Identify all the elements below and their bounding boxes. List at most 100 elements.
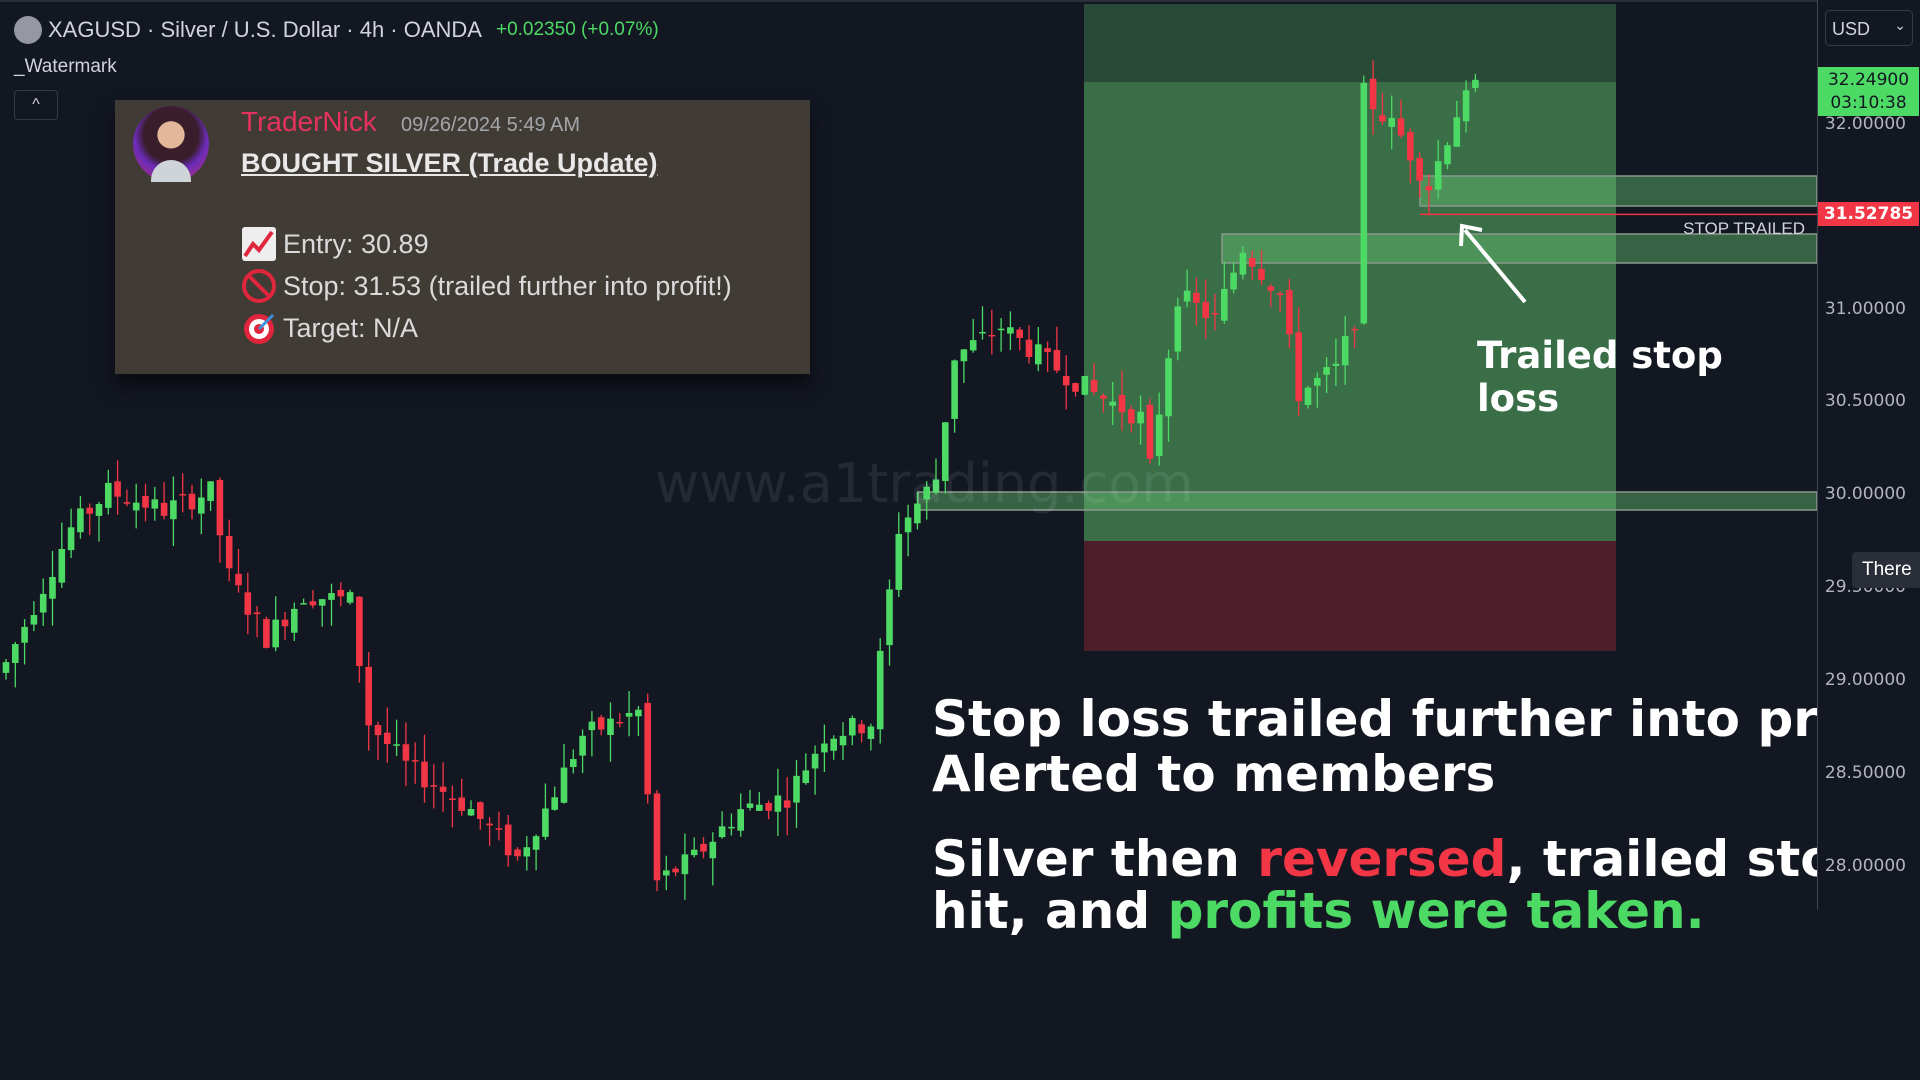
candle-body xyxy=(132,502,140,511)
candle-body xyxy=(1007,327,1014,334)
candle-body xyxy=(449,798,456,800)
candle-body xyxy=(1221,288,1228,321)
candle-body xyxy=(1453,117,1461,147)
candle-body xyxy=(625,712,633,717)
candle-body xyxy=(793,775,800,803)
candle-body xyxy=(709,841,717,859)
candle-body xyxy=(532,836,540,850)
avatar xyxy=(133,106,209,182)
candle-body xyxy=(560,767,568,803)
price-axis[interactable]: USD ⌄ 32.00000 31.00000 30.50000 30.00000… xyxy=(1817,0,1920,910)
last-price: 32.24900 xyxy=(1827,70,1910,90)
candle-body xyxy=(821,743,828,753)
candle-body xyxy=(932,479,940,493)
candle-body xyxy=(1341,336,1349,366)
candle-body xyxy=(914,503,921,524)
candle-body xyxy=(858,724,865,734)
candle-body xyxy=(235,573,242,586)
candle-body xyxy=(1462,90,1470,122)
candle-body xyxy=(281,619,289,627)
watermark-text: www.a1trading.com xyxy=(655,452,1194,515)
symbol-title[interactable]: XAGUSD · Silver / U.S. Dollar · 4h · OAN… xyxy=(48,17,482,42)
candle-body xyxy=(904,517,912,533)
candle-body xyxy=(774,795,782,812)
candle-body xyxy=(272,619,279,648)
candle-body xyxy=(1081,376,1089,395)
bar-countdown: 03:10:38 xyxy=(1830,93,1907,113)
candle-body xyxy=(198,497,205,514)
candle-body xyxy=(1183,290,1191,302)
candle-body xyxy=(486,823,493,826)
currency-dropdown[interactable]: USD ⌄ xyxy=(1825,10,1913,46)
collapse-legend-button[interactable]: ^ xyxy=(14,90,58,120)
candle-body xyxy=(876,650,884,730)
candle-body xyxy=(849,718,856,736)
candle-body xyxy=(737,809,744,831)
candle-body xyxy=(374,725,382,736)
candle-body xyxy=(783,800,791,808)
candle-body xyxy=(1351,328,1358,331)
candle-body xyxy=(207,481,214,501)
candle-body xyxy=(1444,145,1451,165)
candle-body xyxy=(653,793,661,881)
candle-body xyxy=(923,486,930,500)
candle-body xyxy=(1295,332,1302,402)
candle-body xyxy=(1434,161,1442,190)
candle-body xyxy=(1276,293,1284,296)
candle-body xyxy=(1332,363,1340,366)
reversed-text: reversed xyxy=(1257,830,1507,888)
stop-trailed-label: STOP TRAILED xyxy=(1683,219,1805,238)
candle-body xyxy=(523,847,531,857)
candle-body xyxy=(1044,348,1051,352)
target-line: Target: N/A xyxy=(241,310,418,346)
stop-text: Stop: 31.53 (trailed further into profit… xyxy=(283,270,732,301)
candle-body xyxy=(765,802,772,811)
candle-body xyxy=(439,786,447,792)
candle-body xyxy=(830,738,837,751)
candle-body xyxy=(12,644,19,663)
candle-body xyxy=(1286,290,1293,335)
timestamp: 09/26/2024 5:49 AM xyxy=(401,114,581,136)
candle-body xyxy=(467,809,475,816)
candle-body xyxy=(802,770,810,783)
profits-text: profits were taken. xyxy=(1167,882,1705,940)
candle-body xyxy=(123,502,131,504)
candle-body xyxy=(402,744,410,761)
candle-body xyxy=(67,527,75,551)
candle-body xyxy=(30,615,38,625)
stop-price-tag: 31.52785 xyxy=(1818,202,1919,226)
username: TraderNick xyxy=(241,106,377,137)
indicator-watermark[interactable]: _Watermark xyxy=(14,56,117,77)
candle-body xyxy=(1118,394,1126,413)
candle-body xyxy=(1155,414,1163,457)
candle-body xyxy=(1202,301,1209,318)
chart-pane[interactable]: www.a1trading.com STOP TRAILED Trailed s… xyxy=(0,0,1920,940)
candle-body xyxy=(616,721,624,724)
price-label: 32.00000 xyxy=(1824,114,1906,134)
candle-body xyxy=(458,797,465,811)
price-label: 28.50000 xyxy=(1824,763,1906,783)
candle-body xyxy=(188,493,196,510)
discord-message-card: TraderNick 09/26/2024 5:49 AM BOUGHT SIL… xyxy=(115,100,810,374)
candle-body xyxy=(1369,78,1377,110)
candle-body xyxy=(21,626,28,643)
candle-body xyxy=(895,533,903,590)
candlestick-chart[interactable] xyxy=(0,2,1818,912)
candle-body xyxy=(1109,401,1116,406)
candle-body xyxy=(988,334,996,337)
candle-body xyxy=(49,577,56,599)
candle-body xyxy=(728,826,735,829)
candle-body xyxy=(1211,312,1219,315)
candle-body xyxy=(225,535,233,569)
candle-body xyxy=(1379,115,1386,122)
candle-body xyxy=(979,332,986,334)
candle-body xyxy=(811,753,819,769)
candle-body xyxy=(179,494,186,496)
candle-body xyxy=(411,760,419,762)
candle-body xyxy=(384,732,391,745)
stop-line: Stop: 31.53 (trailed further into profit… xyxy=(241,268,732,304)
candle-body xyxy=(1128,409,1135,424)
candle-body xyxy=(39,593,47,613)
price-label: 29.00000 xyxy=(1824,670,1906,690)
candle-body xyxy=(365,666,372,726)
